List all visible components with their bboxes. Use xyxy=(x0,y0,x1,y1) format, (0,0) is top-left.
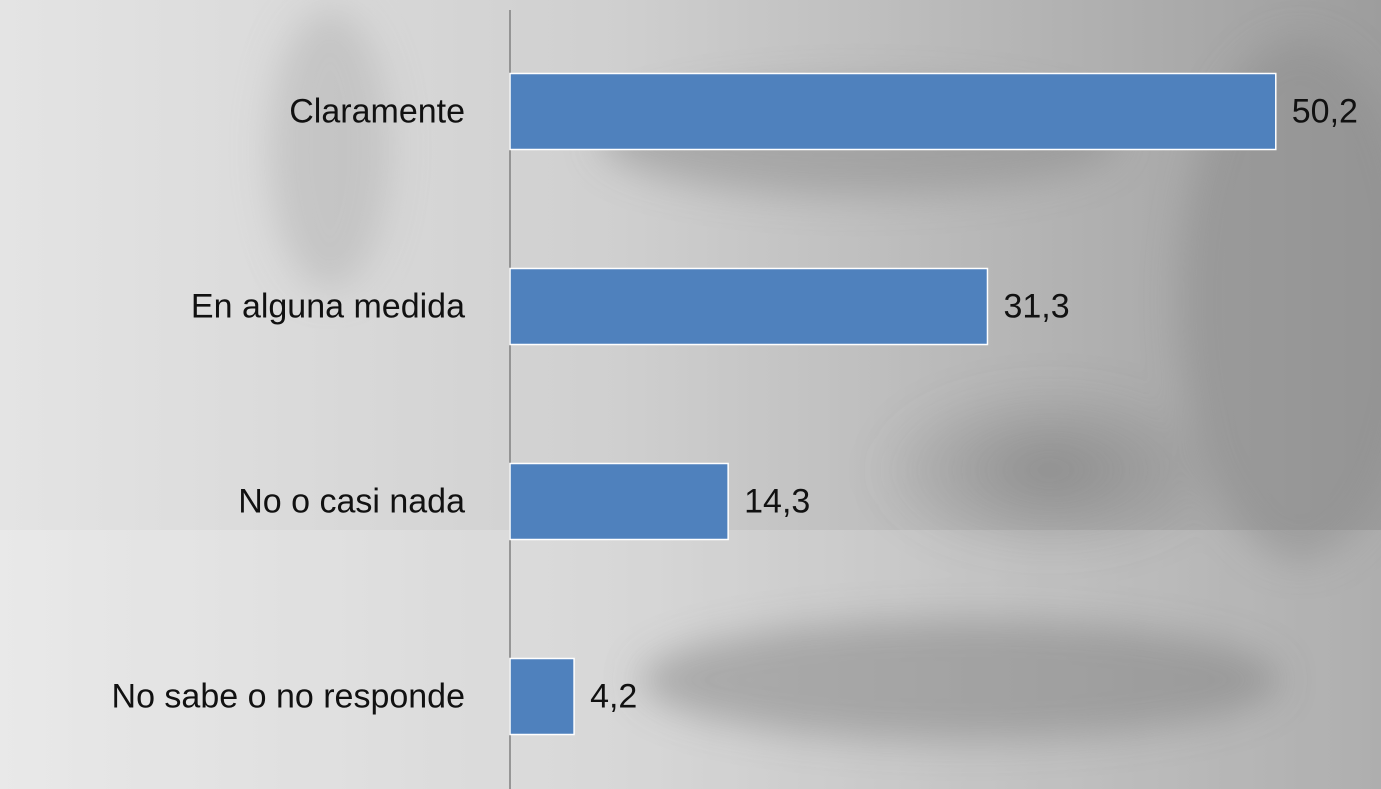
value-label: 14,3 xyxy=(744,482,810,520)
y-tick-label: Claramente xyxy=(289,92,465,130)
value-label: 31,3 xyxy=(1003,287,1069,325)
value-label: 4,2 xyxy=(590,677,637,715)
y-tick-label: En alguna medida xyxy=(191,287,465,325)
bar xyxy=(510,659,574,735)
bar xyxy=(510,464,728,540)
bar xyxy=(510,74,1276,150)
chart: Claramente 50,2 En alguna medida 31,3 No o c… xyxy=(0,0,1381,789)
value-label: 50,2 xyxy=(1292,92,1358,130)
y-tick-label: No sabe o no responde xyxy=(112,677,465,715)
bar xyxy=(510,269,987,345)
y-tick-label: No o casi nada xyxy=(238,482,465,520)
